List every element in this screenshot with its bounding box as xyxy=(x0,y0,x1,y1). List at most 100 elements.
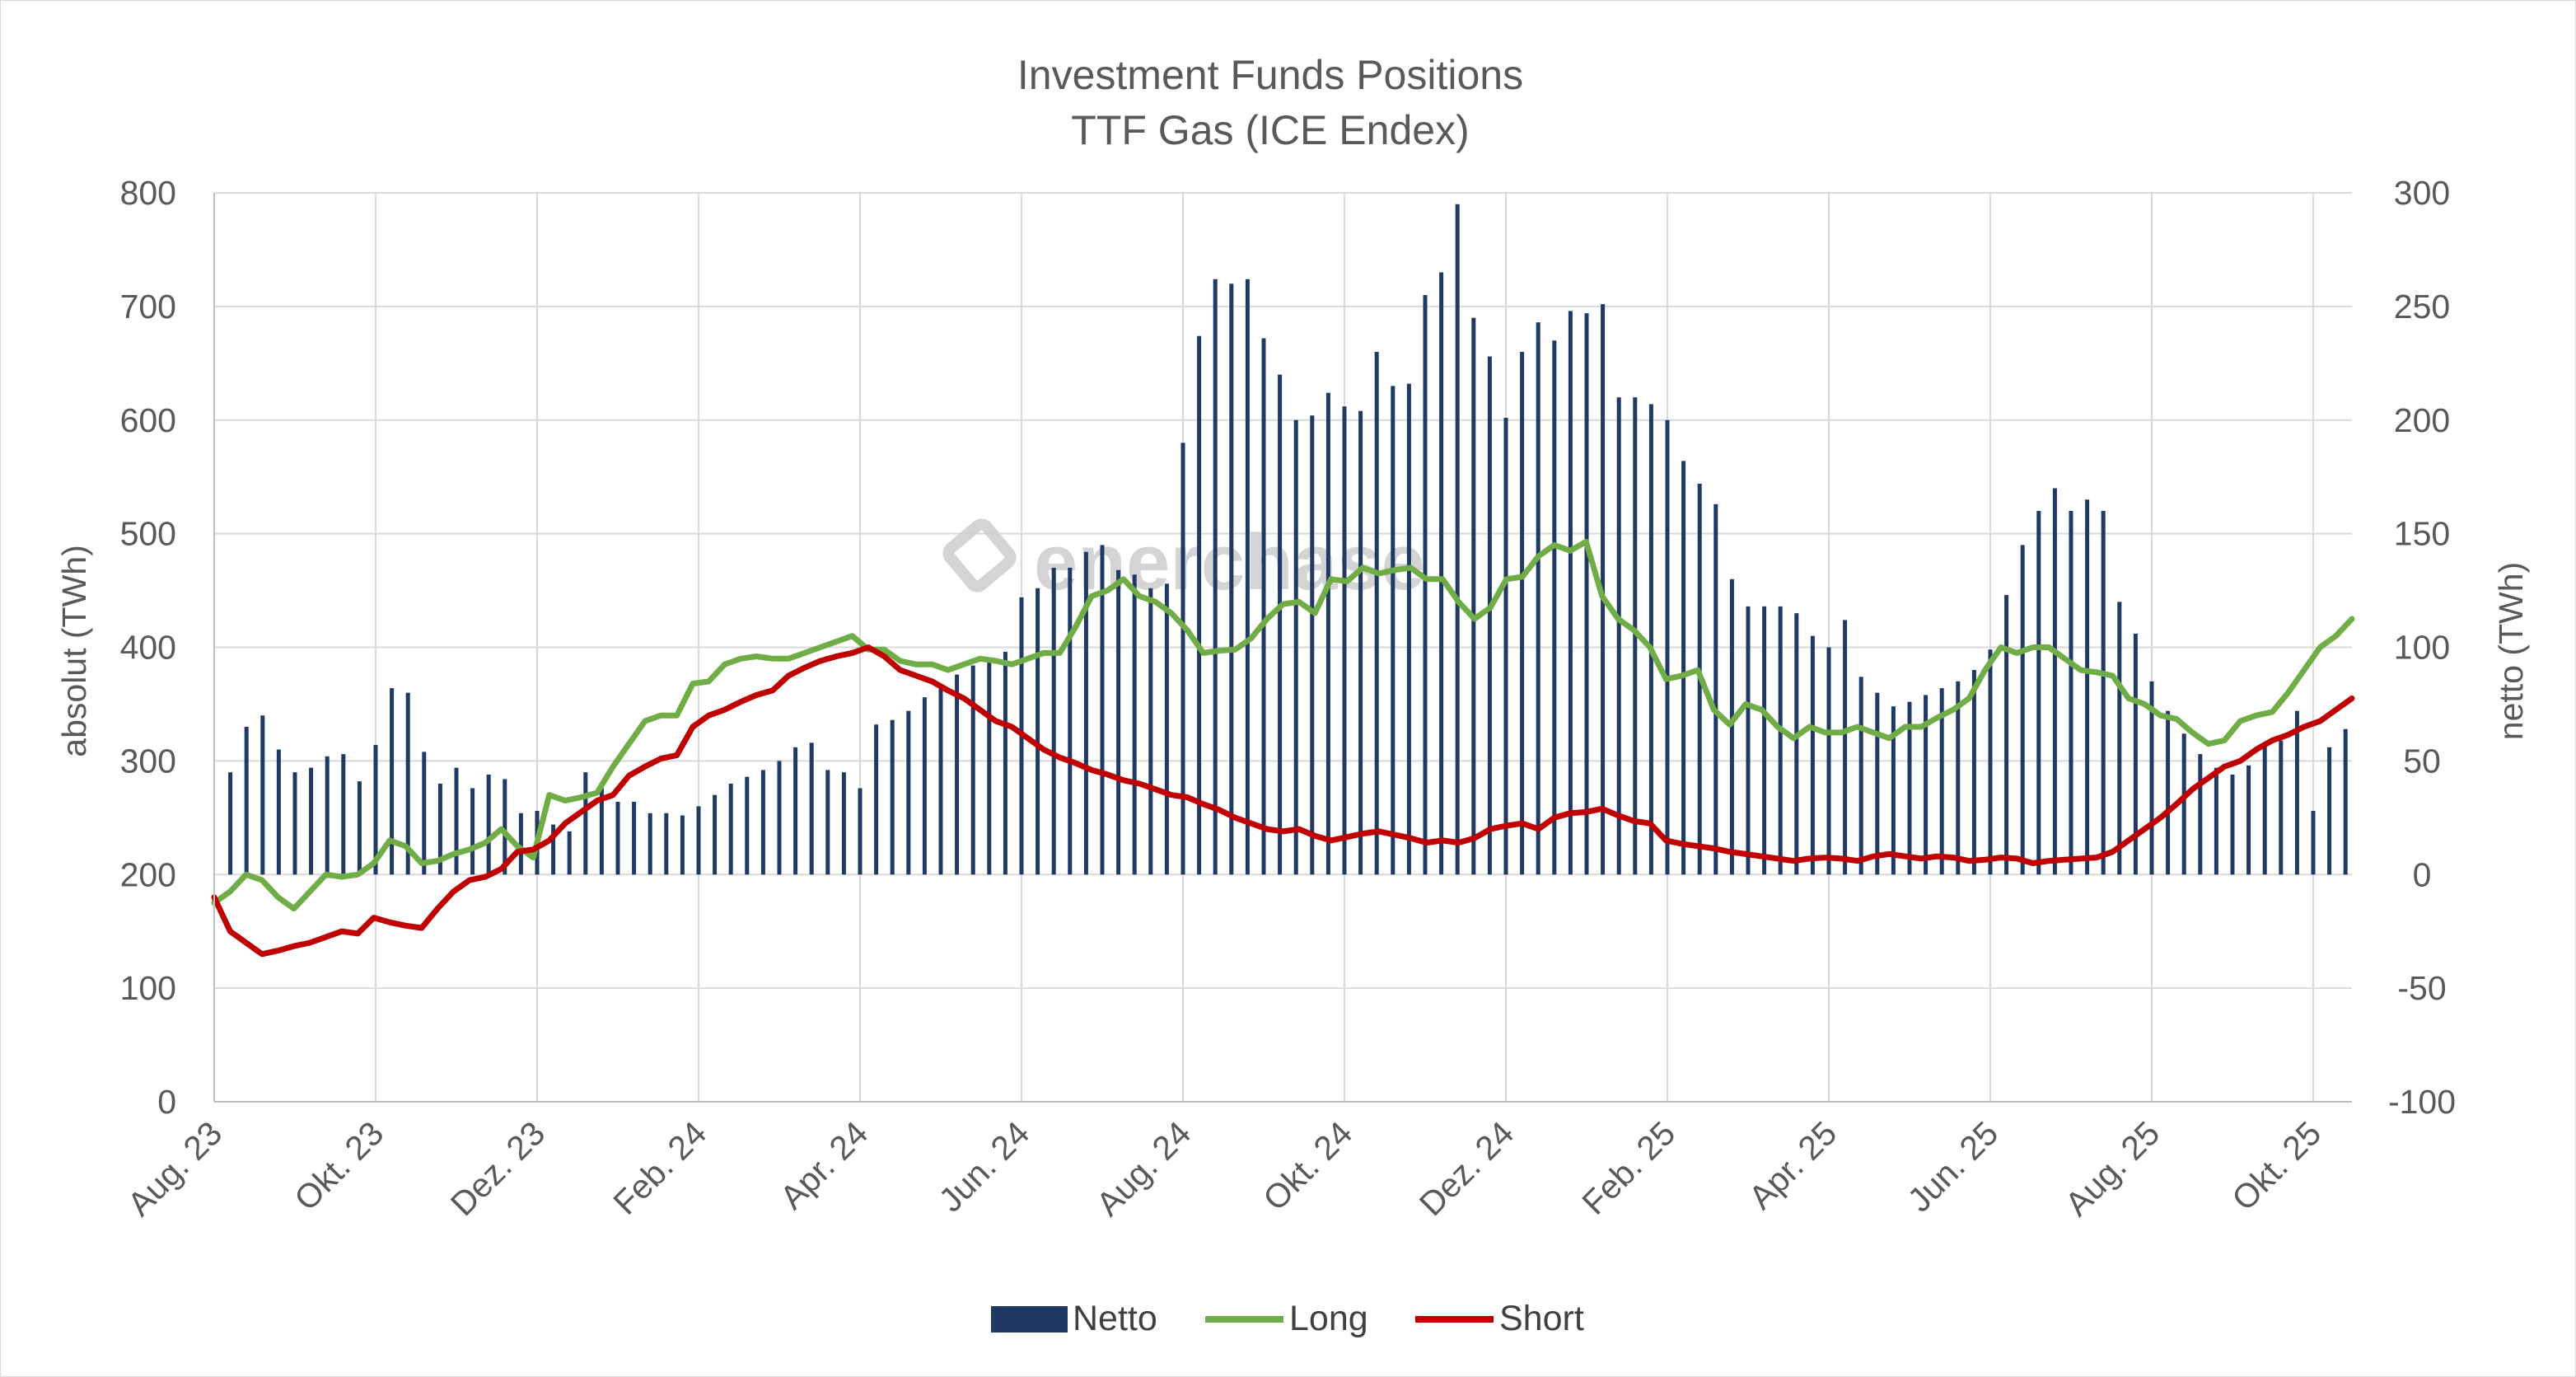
netto-bar xyxy=(1423,295,1428,875)
netto-bar xyxy=(1342,406,1347,875)
netto-bar xyxy=(1229,283,1234,875)
line-series-long xyxy=(211,538,2355,912)
y-tick-label-left: 800 xyxy=(120,174,176,212)
netto-bar xyxy=(1164,583,1169,875)
netto-bar xyxy=(1810,635,1815,875)
netto-bar xyxy=(1681,461,1686,875)
netto-bar xyxy=(2101,511,2106,875)
netto-bar xyxy=(1939,688,1944,875)
netto-bar xyxy=(696,806,701,875)
netto-bar xyxy=(1439,272,1444,875)
netto-bar xyxy=(1552,340,1557,875)
netto-bar xyxy=(825,770,830,875)
netto-bar xyxy=(1358,410,1363,875)
netto-bar xyxy=(2117,602,2122,875)
netto-bar xyxy=(906,710,911,875)
netto-bar xyxy=(648,813,652,875)
netto-bar xyxy=(1406,383,1411,875)
netto-bar xyxy=(615,802,620,875)
netto-bar xyxy=(2020,545,2025,875)
netto-bar xyxy=(599,788,604,875)
netto-bar xyxy=(373,745,378,875)
netto-bar xyxy=(1051,567,1056,875)
netto-bar xyxy=(2262,745,2267,875)
chart-title-line-2: TTF Gas (ICE Endex) xyxy=(1071,107,1469,153)
netto-bar xyxy=(1633,397,1638,875)
netto-bar xyxy=(1310,415,1315,875)
y-tick-label-right: 0 xyxy=(2413,855,2432,893)
y-tick-label-left: 200 xyxy=(120,855,176,893)
netto-bar xyxy=(1391,386,1396,875)
netto-bar xyxy=(2327,747,2332,875)
chart-title-line-1: Investment Funds Positions xyxy=(1017,52,1523,98)
y-axis-right-label: netto (TWh) xyxy=(2492,562,2530,740)
netto-bar xyxy=(1278,374,1283,875)
netto-bar xyxy=(1083,551,1088,875)
netto-bar xyxy=(2311,811,2316,875)
netto-bar xyxy=(583,772,588,875)
netto-bar xyxy=(2343,728,2348,875)
legend-label-short: Short xyxy=(1499,1299,1584,1338)
netto-bar xyxy=(745,776,750,875)
position-lines xyxy=(211,538,2355,958)
netto-bar xyxy=(2214,767,2218,875)
netto-bar xyxy=(1245,279,1250,875)
netto-bar xyxy=(793,747,798,875)
netto-bar xyxy=(470,788,475,875)
netto-bar xyxy=(922,697,927,875)
netto-bar xyxy=(874,724,879,875)
netto-bar xyxy=(1826,647,1831,875)
netto-bar xyxy=(1665,419,1670,875)
netto-bar xyxy=(1858,677,1863,875)
netto-bar xyxy=(1988,649,1993,875)
netto-bar xyxy=(1746,606,1751,875)
y-tick-label-right: 100 xyxy=(2394,629,2450,667)
y-tick-label-left: 500 xyxy=(120,515,176,553)
netto-bar xyxy=(390,688,395,875)
netto-bar xyxy=(228,772,233,875)
netto-bar xyxy=(1794,613,1799,875)
netto-bar xyxy=(1875,692,1880,875)
netto-bar xyxy=(260,715,265,875)
y-tick-label-left: 300 xyxy=(120,742,176,780)
netto-bar xyxy=(1100,545,1105,875)
y-tick-label-left: 600 xyxy=(120,401,176,439)
netto-bar xyxy=(486,774,491,875)
legend-label-netto: Netto xyxy=(1073,1299,1157,1338)
axes xyxy=(213,193,2352,1103)
netto-bar xyxy=(1487,356,1492,875)
netto-bar xyxy=(276,749,281,875)
y-tick-label-left: 100 xyxy=(120,969,176,1007)
netto-bar xyxy=(664,813,669,875)
netto-bar xyxy=(1068,567,1073,875)
netto-bar xyxy=(1584,313,1589,875)
y-axis-left-label: absolut (TWh) xyxy=(55,545,93,756)
netto-bar xyxy=(422,752,427,875)
netto-bar xyxy=(2294,710,2299,875)
netto-bar xyxy=(1520,352,1525,875)
netto-bar xyxy=(1293,419,1298,875)
netto-bar xyxy=(713,794,718,875)
netto-bar xyxy=(809,742,814,875)
netto-bar xyxy=(728,783,733,875)
line-series-short xyxy=(211,644,2355,958)
netto-bar xyxy=(2149,681,2154,875)
legend-label-long: Long xyxy=(1289,1299,1368,1338)
netto-bar xyxy=(454,767,459,875)
netto-bar xyxy=(1536,322,1540,875)
netto-bar xyxy=(1907,701,1912,875)
netto-bar xyxy=(437,783,442,875)
netto-bar xyxy=(890,719,895,875)
netto-bar xyxy=(1374,352,1379,875)
netto-bar xyxy=(632,802,637,875)
netto-bar xyxy=(858,788,863,875)
netto-bar xyxy=(1891,706,1896,875)
legend-swatch-netto xyxy=(991,1306,1068,1333)
netto-bar xyxy=(244,727,249,875)
netto-bar xyxy=(1003,652,1007,875)
y-tick-label-right: 200 xyxy=(2394,401,2450,439)
netto-bar xyxy=(760,770,765,875)
legend: Netto Long Short xyxy=(991,1299,1584,1338)
netto-bar xyxy=(1616,397,1621,875)
